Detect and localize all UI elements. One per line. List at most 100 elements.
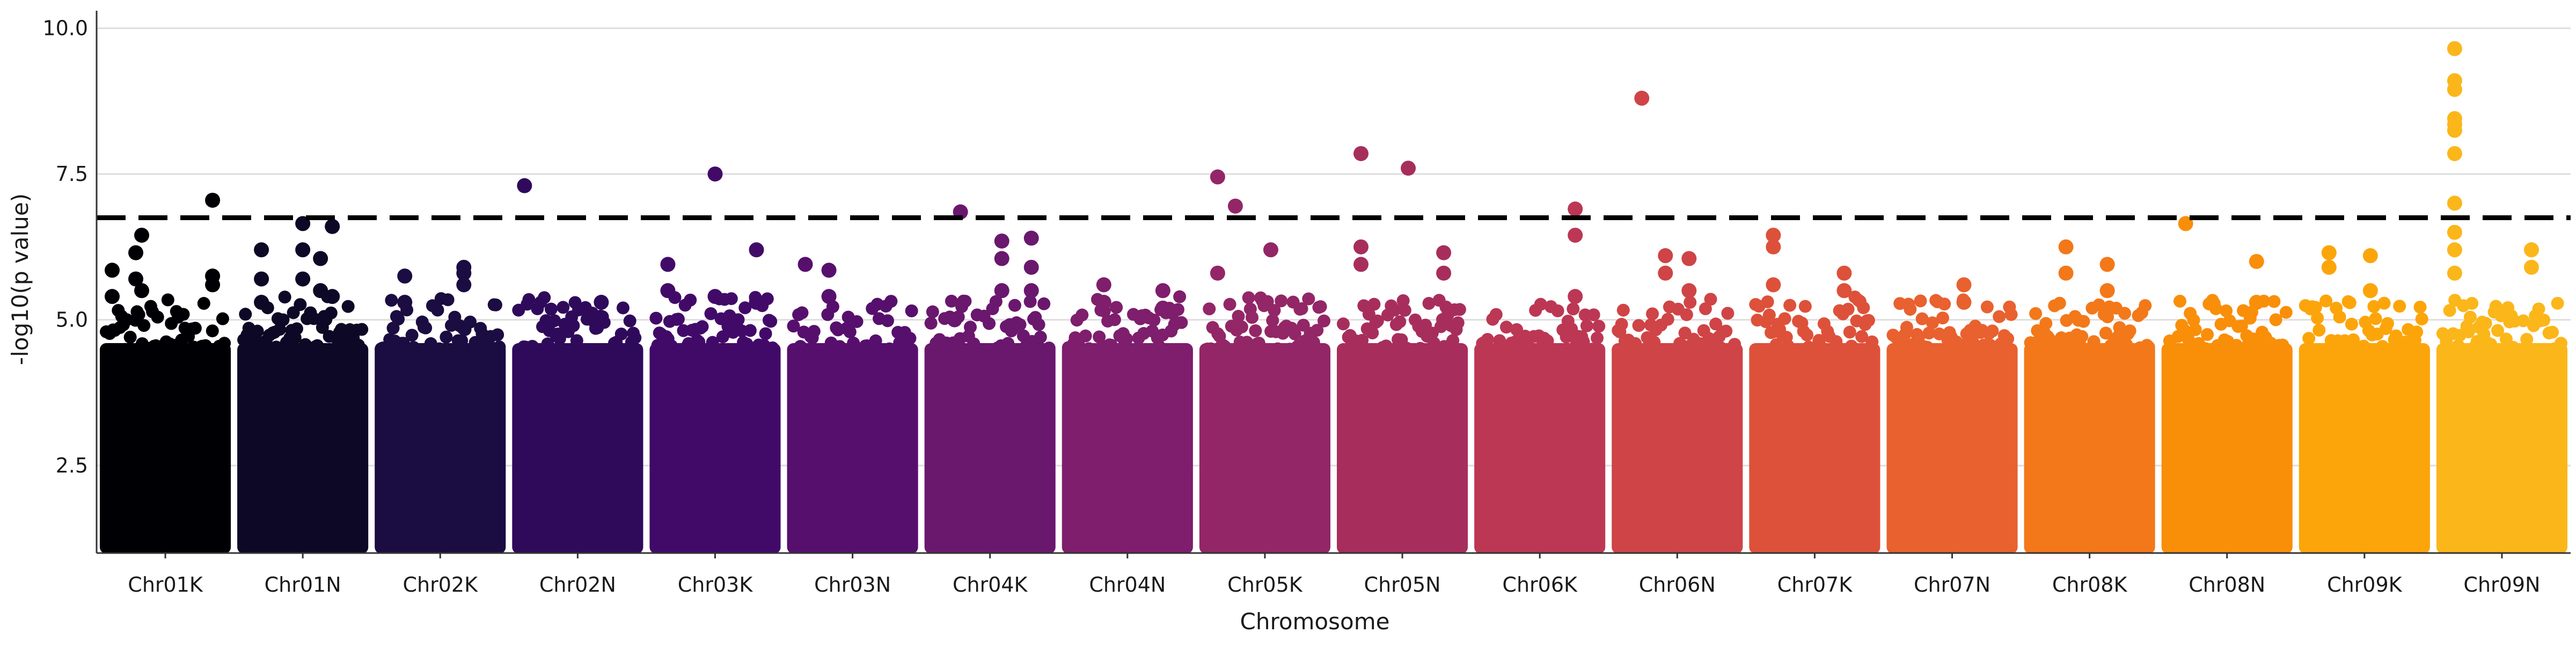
snp-point <box>843 325 857 339</box>
snp-point <box>1993 310 2006 323</box>
top-hit-point <box>1956 295 1972 310</box>
snp-point <box>2369 312 2382 325</box>
snp-point <box>2077 315 2090 328</box>
top-hit-point <box>1353 257 1369 272</box>
snp-point <box>564 344 577 358</box>
snp-point <box>1719 324 1733 338</box>
snp-point <box>671 312 685 326</box>
snp-point <box>649 311 663 325</box>
snp-point <box>1684 296 1697 309</box>
snp-point <box>1801 328 1814 341</box>
snp-point <box>2479 317 2492 330</box>
top-hit-point <box>456 265 472 281</box>
snp-point <box>1551 304 1564 317</box>
snp-point <box>740 337 753 351</box>
snp-point <box>1680 308 1693 322</box>
snp-point <box>958 294 972 308</box>
snp-point <box>2092 298 2106 311</box>
snp-point <box>1302 292 1315 306</box>
snp-point <box>355 323 369 336</box>
snp-point <box>684 293 697 307</box>
snp-point <box>884 295 898 308</box>
snp-cluster-Chr03N <box>787 343 918 554</box>
top-hit-point <box>1353 146 1369 162</box>
snp-point <box>307 312 320 325</box>
snp-point <box>1398 303 1411 317</box>
top-hit-point <box>1634 90 1650 106</box>
snp-point <box>2463 310 2477 324</box>
top-hit-point <box>295 242 311 258</box>
snp-point <box>1266 314 1279 328</box>
top-hit-point <box>397 295 413 310</box>
snp-cluster-Chr07K <box>1749 343 1880 554</box>
top-hit-point <box>105 263 120 278</box>
snp-point <box>2001 332 2015 345</box>
top-hit-point <box>2249 253 2264 269</box>
snp-point <box>1843 325 1856 339</box>
snp-point <box>2381 317 2394 330</box>
snp-point <box>1242 291 1255 304</box>
snp-point <box>869 334 882 347</box>
snp-point <box>2415 312 2428 326</box>
snp-point <box>1307 336 1320 349</box>
top-hit-point <box>1096 295 1111 310</box>
snp-point <box>1841 302 1855 316</box>
snp-point <box>2139 299 2152 312</box>
snp-point <box>1587 308 1600 322</box>
snp-point <box>1938 297 1951 311</box>
top-hit-point <box>128 245 144 260</box>
snp-point <box>2302 332 2316 345</box>
x-axis-title: Chromosome <box>1240 608 1390 635</box>
top-hit-point <box>1766 228 1781 243</box>
snp-point <box>1075 308 1089 322</box>
top-hit-point <box>2447 195 2462 211</box>
top-hit-point <box>1568 228 1583 243</box>
snp-point <box>1829 335 1843 348</box>
snp-point <box>1615 318 1628 331</box>
snp-point <box>557 301 570 314</box>
snp-point <box>132 308 145 321</box>
snp-point <box>2235 319 2248 333</box>
top-hit-point <box>1836 283 1852 299</box>
snp-point <box>2075 330 2089 343</box>
snp-point <box>2053 296 2066 310</box>
snp-point <box>1794 347 1807 361</box>
top-hit-point <box>1436 245 1452 260</box>
snp-point <box>1288 327 1301 340</box>
snp-point <box>2004 308 2018 321</box>
top-hit-point <box>2447 41 2462 56</box>
snp-point <box>1180 347 1193 360</box>
top-hit-point <box>134 228 150 243</box>
snp-cluster-Chr02K <box>375 343 506 554</box>
snp-point <box>218 337 231 350</box>
snp-point <box>2309 301 2322 314</box>
snp-point <box>1422 297 1436 310</box>
snp-point <box>1958 346 1972 360</box>
snp-point <box>1895 347 1908 361</box>
snp-point <box>1235 320 1248 333</box>
snp-point <box>902 348 915 361</box>
top-hit-point <box>105 289 120 304</box>
top-hit-point <box>994 251 1009 266</box>
snp-point <box>137 319 151 332</box>
snp-point <box>905 304 918 317</box>
snp-point <box>1862 314 1875 327</box>
top-hit-point <box>1096 277 1111 293</box>
top-hit-point <box>1155 300 1170 316</box>
snp-point <box>216 312 229 325</box>
snp-point <box>1393 315 1407 329</box>
snp-point <box>1013 318 1027 331</box>
snp-point <box>1761 295 1774 309</box>
top-hit-point <box>134 283 150 299</box>
snp-point <box>2465 296 2479 310</box>
top-hit-point <box>749 295 764 310</box>
snp-point <box>926 305 939 318</box>
snp-point <box>2238 348 2252 361</box>
snp-point <box>983 317 996 330</box>
top-hit-point <box>594 295 609 310</box>
snp-point <box>2413 301 2427 314</box>
top-hit-point <box>797 257 813 272</box>
snp-point <box>294 298 307 311</box>
snp-point <box>2101 310 2114 324</box>
